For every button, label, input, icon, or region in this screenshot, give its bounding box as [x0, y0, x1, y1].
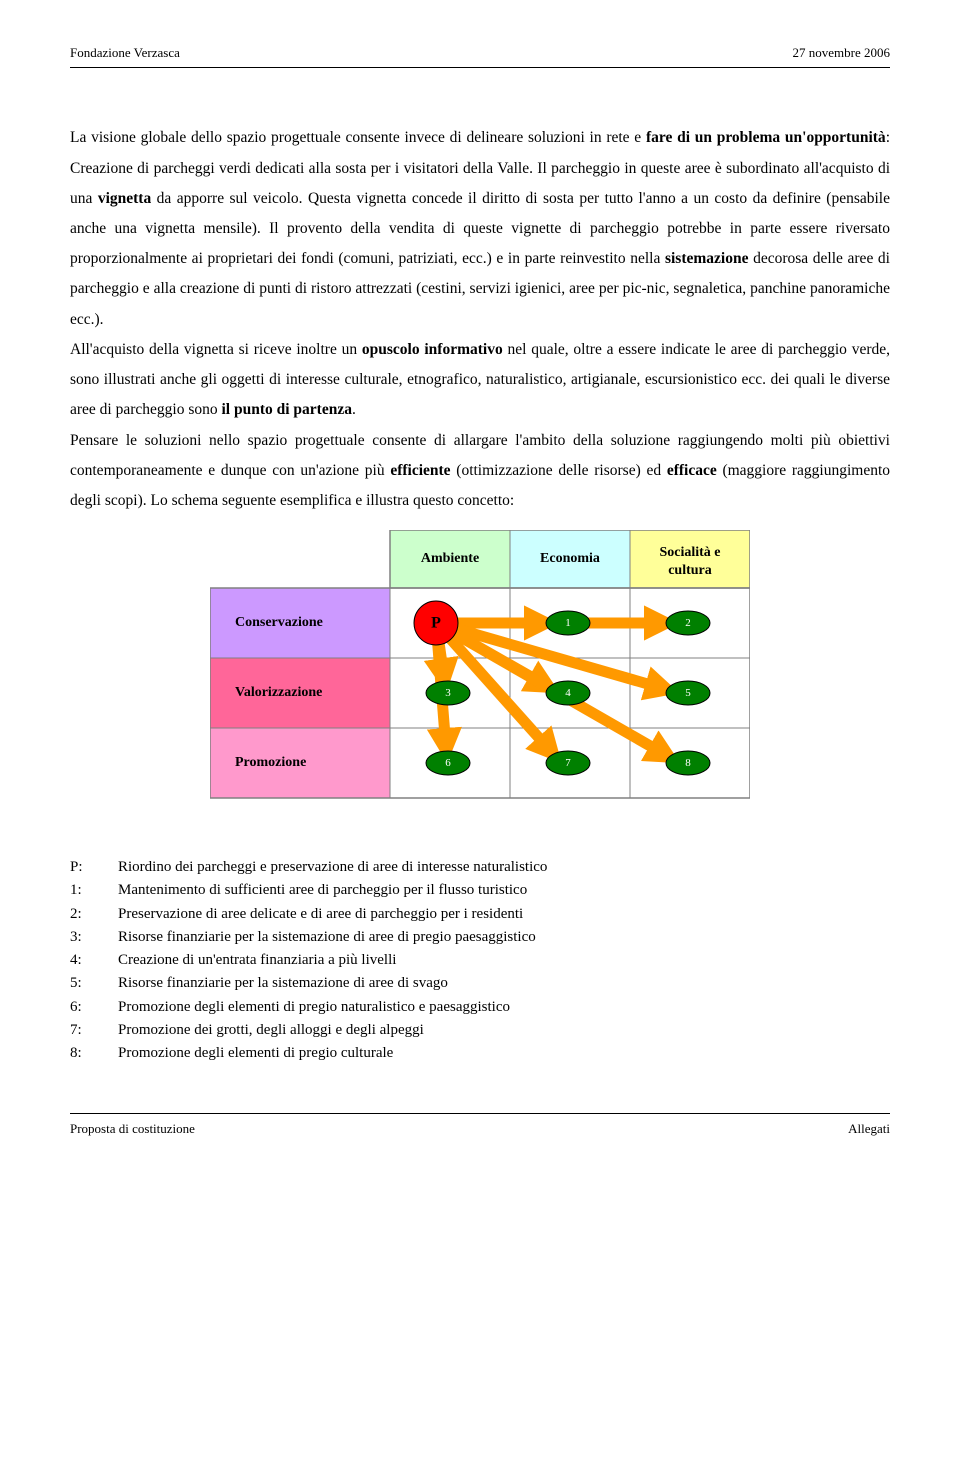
- legend-row: 4:Creazione di un'entrata finanziaria a …: [70, 949, 890, 972]
- bold-text: vignetta: [98, 190, 151, 207]
- svg-text:7: 7: [565, 757, 571, 769]
- diagram-svg: Ambiente Economia Socialità e cultura Conser…: [210, 530, 750, 820]
- legend-value: Promozione dei grotti, degli alloggi e d…: [118, 1019, 890, 1042]
- legend-row: 1:Mantenimento di sufficienti aree di pa…: [70, 879, 890, 902]
- legend-key: 1:: [70, 879, 118, 902]
- text: .: [352, 401, 356, 418]
- legend-key: 7:: [70, 1019, 118, 1042]
- legend-row: 3:Risorse finanziarie per la sistemazion…: [70, 926, 890, 949]
- page-header: Fondazione Verzasca 27 novembre 2006: [70, 40, 890, 68]
- legend-value: Promozione degli elementi di pregio natu…: [118, 996, 890, 1019]
- legend-row: 2:Preservazione di aree delicate e di ar…: [70, 903, 890, 926]
- svg-text:Promozione: Promozione: [235, 755, 306, 770]
- legend-value: Promozione degli elementi di pregio cult…: [118, 1042, 890, 1065]
- bold-text: sistemazione: [665, 250, 749, 267]
- legend-value: Preservazione di aree delicate e di aree…: [118, 903, 890, 926]
- svg-text:3: 3: [445, 687, 451, 699]
- legend-key: 3:: [70, 926, 118, 949]
- paragraph-1: La visione globale dello spazio progettu…: [70, 123, 890, 335]
- legend-value: Creazione di un'entrata finanziaria a pi…: [118, 949, 890, 972]
- legend-value: Risorse finanziarie per la sistemazione …: [118, 926, 890, 949]
- svg-text:Conservazione: Conservazione: [235, 615, 323, 630]
- svg-text:6: 6: [445, 757, 451, 769]
- legend-key: 8:: [70, 1042, 118, 1065]
- body-text: La visione globale dello spazio progettu…: [70, 123, 890, 516]
- legend-value: Risorse finanziarie per la sistemazione …: [118, 972, 890, 995]
- svg-text:Ambiente: Ambiente: [421, 551, 479, 566]
- legend-row: 5:Risorse finanziarie per la sistemazion…: [70, 972, 890, 995]
- bold-text: efficiente: [390, 462, 450, 479]
- text: All'acquisto della vignetta si riceve in…: [70, 341, 362, 358]
- footer-left: Proposta di costituzione: [70, 1116, 195, 1141]
- svg-text:8: 8: [685, 757, 691, 769]
- legend-row: P:Riordino dei parcheggi e preservazione…: [70, 856, 890, 879]
- legend-row: 6:Promozione degli elementi di pregio na…: [70, 996, 890, 1019]
- legend-key: 6:: [70, 996, 118, 1019]
- legend: P:Riordino dei parcheggi e preservazione…: [70, 856, 890, 1065]
- header-left: Fondazione Verzasca: [70, 40, 180, 65]
- svg-text:P: P: [431, 615, 441, 632]
- svg-text:cultura: cultura: [668, 563, 712, 578]
- paragraph-3: Pensare le soluzioni nello spazio proget…: [70, 426, 890, 517]
- footer-right: Allegati: [848, 1116, 890, 1141]
- legend-value: Mantenimento di sufficienti aree di parc…: [118, 879, 890, 902]
- page-footer: Proposta di costituzione Allegati: [70, 1113, 890, 1141]
- legend-row: 7:Promozione dei grotti, degli alloggi e…: [70, 1019, 890, 1042]
- legend-value: Riordino dei parcheggi e preservazione d…: [118, 856, 890, 879]
- diagram: Ambiente Economia Socialità e cultura Conser…: [210, 530, 750, 820]
- svg-text:4: 4: [565, 687, 571, 699]
- text: La visione globale dello spazio progettu…: [70, 129, 646, 146]
- legend-row: 8:Promozione degli elementi di pregio cu…: [70, 1042, 890, 1065]
- legend-key: P:: [70, 856, 118, 879]
- svg-text:Socialità e: Socialità e: [659, 545, 720, 560]
- legend-key: 2:: [70, 903, 118, 926]
- header-right: 27 novembre 2006: [793, 40, 890, 65]
- bold-text: efficace: [667, 462, 717, 479]
- bold-text: opuscolo informativo: [362, 341, 503, 358]
- svg-text:5: 5: [685, 687, 691, 699]
- bold-text: il punto di partenza: [222, 401, 352, 418]
- paragraph-2: All'acquisto della vignetta si riceve in…: [70, 335, 890, 426]
- svg-text:1: 1: [565, 617, 571, 629]
- legend-key: 5:: [70, 972, 118, 995]
- text: (ottimizzazione delle risorse) ed: [451, 462, 667, 479]
- svg-text:2: 2: [685, 617, 691, 629]
- legend-key: 4:: [70, 949, 118, 972]
- svg-text:Economia: Economia: [540, 551, 600, 566]
- bold-text: fare di un problema un'opportunità: [646, 129, 886, 146]
- svg-text:Valorizzazione: Valorizzazione: [235, 685, 322, 700]
